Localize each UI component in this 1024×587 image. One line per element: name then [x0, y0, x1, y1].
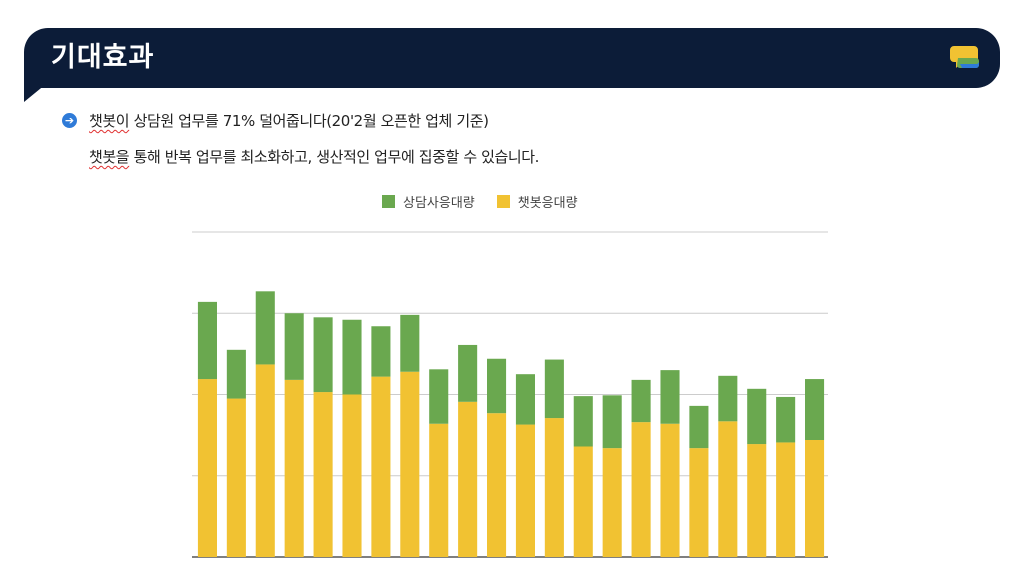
- bar-agent: [255, 291, 275, 365]
- intro-line-2: 챗봇을 통해 반복 업무를 최소화하고, 생산적인 업무에 집중할 수 있습니다…: [89, 146, 539, 167]
- bar-chatbot: [429, 423, 449, 557]
- speech-bubble-logo-icon: [950, 46, 979, 68]
- bar-agent: [458, 344, 478, 402]
- bar-agent: [805, 379, 825, 440]
- bar-agent: [313, 317, 333, 393]
- legend-label-agent: 상담사응대량: [403, 196, 475, 211]
- bar-chatbot: [631, 422, 651, 557]
- bar-chatbot: [689, 448, 709, 557]
- bar-chatbot: [602, 448, 622, 557]
- bar-agent: [197, 301, 217, 380]
- bar-agent: [573, 396, 593, 447]
- bar-chatbot: [400, 371, 420, 557]
- bar-agent: [544, 359, 564, 419]
- bar-chatbot: [197, 379, 217, 557]
- bar-chatbot: [660, 423, 680, 557]
- bar-agent: [631, 379, 651, 423]
- intro-text-1: 챗봇이 상담원 업무를 71% 덜어줍니다(20'2월 오픈한 업체 기준): [89, 110, 489, 131]
- bar-chatbot: [458, 401, 478, 557]
- bar-agent: [602, 395, 622, 449]
- bar-chatbot: [747, 444, 767, 557]
- bar-agent: [400, 314, 420, 372]
- bar-chatbot: [544, 418, 564, 557]
- bar-agent: [660, 370, 680, 424]
- bar-agent: [515, 374, 535, 425]
- page-title: 기대효과: [51, 42, 155, 73]
- bar-chatbot: [515, 424, 535, 557]
- bar-chatbot: [776, 442, 796, 557]
- chart-legend: 상담사응대량 챗봇응대량: [382, 192, 578, 211]
- bar-agent: [429, 369, 449, 424]
- bar-agent: [776, 396, 796, 443]
- bar-agent: [342, 319, 362, 395]
- intro-word-2: 챗봇을: [89, 148, 130, 166]
- bar-chatbot: [371, 376, 391, 557]
- bar-agent: [487, 358, 507, 414]
- legend-item-agent: 상담사응대량: [382, 192, 475, 211]
- bar-chatbot: [573, 446, 593, 557]
- legend-swatch-agent: [382, 195, 395, 208]
- bar-agent: [689, 405, 709, 449]
- bar-chatbot: [284, 379, 304, 557]
- intro-rest-1: 상담원 업무를 71% 덜어줍니다(20'2월 오픈한 업체 기준): [129, 112, 489, 130]
- bar-chatbot: [226, 398, 246, 557]
- intro-word-1: 챗봇이: [89, 112, 130, 130]
- bar-agent: [718, 375, 738, 422]
- bar-chatbot: [313, 392, 333, 557]
- bar-agent: [371, 326, 391, 377]
- bar-chatbot: [805, 440, 825, 557]
- arrow-right-circle-icon: ➔: [62, 113, 77, 128]
- legend-label-chatbot: 챗봇응대량: [517, 196, 578, 211]
- legend-item-chatbot: 챗봇응대량: [496, 192, 578, 211]
- bar-chatbot: [255, 364, 275, 557]
- bar-agent: [747, 388, 767, 445]
- bar-chatbot: [487, 413, 507, 557]
- bar-agent: [226, 349, 246, 399]
- bar-chatbot: [718, 421, 738, 557]
- intro-rest-2: 통해 반복 업무를 최소화하고, 생산적인 업무에 집중할 수 있습니다.: [129, 148, 540, 166]
- intro-line-1: ➔ 챗봇이 상담원 업무를 71% 덜어줍니다(20'2월 오픈한 업체 기준): [62, 110, 489, 131]
- bar-agent: [284, 313, 304, 380]
- legend-swatch-chatbot: [496, 195, 510, 208]
- header-bar: 기대효과: [24, 28, 1000, 88]
- bar-chatbot: [342, 394, 362, 557]
